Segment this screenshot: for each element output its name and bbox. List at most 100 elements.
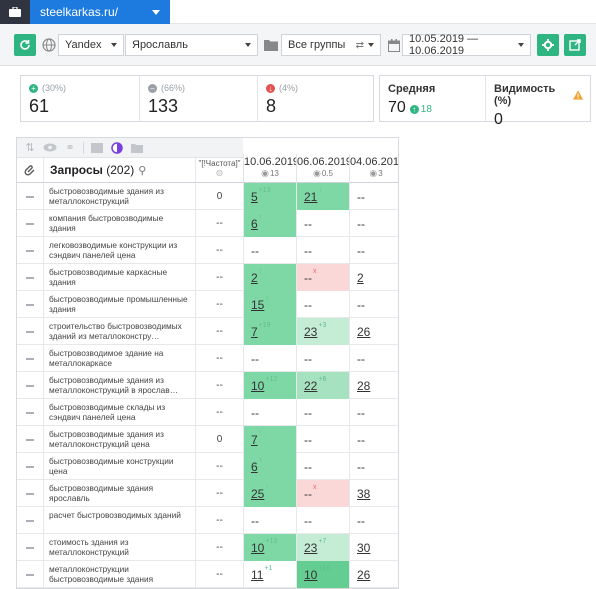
- link-icon[interactable]: ⚭: [65, 142, 75, 154]
- minus-icon: [26, 573, 34, 576]
- query-text[interactable]: быстровозводимые здания ярославль: [43, 480, 195, 507]
- row-handle[interactable]: [17, 237, 43, 264]
- table-row: быстровозводимые здания ярославль -- 25 ↑ --…: [17, 480, 398, 507]
- date-column-header[interactable]: 04.06.2019◉3: [349, 154, 398, 183]
- position-cell[interactable]: 10 +12: [243, 372, 296, 399]
- position-cell[interactable]: 26: [349, 318, 398, 345]
- position-cell: --: [243, 345, 296, 372]
- refresh-button[interactable]: [14, 34, 36, 56]
- position-delta: x: [313, 268, 317, 275]
- settings-button[interactable]: [537, 34, 559, 56]
- folder-icon[interactable]: [130, 141, 144, 155]
- position-cell[interactable]: 22 +6: [296, 372, 349, 399]
- position-cell[interactable]: 6 ↑: [243, 453, 296, 480]
- sort-icon[interactable]: ⇅: [25, 142, 35, 154]
- position-cell[interactable]: 28: [349, 372, 398, 399]
- position-cell[interactable]: 38: [349, 480, 398, 507]
- arrow-up-icon: ↑: [409, 105, 419, 114]
- row-handle[interactable]: [17, 453, 43, 480]
- query-text[interactable]: быстровозводимое здание на металлокаркас…: [43, 345, 195, 372]
- date-range-label: 10.05.2019 — 10.06.2019: [409, 33, 479, 57]
- home-button[interactable]: [0, 0, 30, 24]
- position-cell[interactable]: 30: [349, 534, 398, 561]
- position-cell[interactable]: 21 ↑: [296, 183, 349, 210]
- date-column-header[interactable]: 10.06.2019 ◉ 13: [243, 154, 299, 183]
- eye-icon[interactable]: [43, 141, 57, 155]
- query-text[interactable]: быстровозводимые промышленные здания: [43, 291, 195, 318]
- contrast-icon[interactable]: [110, 141, 124, 155]
- position-value: 22: [304, 378, 318, 393]
- search-icon[interactable]: ⚲: [138, 164, 147, 177]
- position-cell[interactable]: 26: [349, 561, 398, 588]
- row-handle[interactable]: [17, 480, 43, 507]
- row-handle[interactable]: [17, 507, 43, 534]
- query-text[interactable]: строительство быстровозводимых зданий из…: [43, 318, 195, 345]
- top-bar: steelkarkas.ru/: [0, 0, 596, 24]
- image-icon[interactable]: [90, 141, 104, 155]
- row-handle[interactable]: [17, 291, 43, 318]
- position-cell[interactable]: 10 +16: [296, 561, 349, 588]
- position-cell[interactable]: 15 ↑: [243, 291, 296, 318]
- date-column-header[interactable]: 06.06.2019 ◉ 0.5: [296, 154, 352, 183]
- row-handle[interactable]: [17, 561, 43, 588]
- row-handle[interactable]: [17, 210, 43, 237]
- query-text[interactable]: быстровозводимые здания из металлоконстр…: [43, 372, 195, 399]
- row-handle[interactable]: [17, 264, 43, 291]
- position-cell[interactable]: 5 +13: [243, 183, 296, 210]
- region-select[interactable]: Ярославль: [125, 34, 258, 56]
- position-value: 26: [357, 324, 371, 339]
- row-handle[interactable]: [17, 372, 43, 399]
- row-handle[interactable]: [17, 318, 43, 345]
- minus-icon: [26, 195, 34, 198]
- chevron-down-icon: [245, 43, 251, 47]
- frequency-column-header[interactable]: "[!Частота]" ◍: [195, 158, 243, 183]
- search-engine-select[interactable]: Yandex: [58, 34, 124, 56]
- queries-column-header[interactable]: Запросы (202) ⚲: [43, 158, 195, 183]
- position-cell[interactable]: 2 ↑: [243, 264, 296, 291]
- query-text[interactable]: быстровозводимые каркасные здания: [43, 264, 195, 291]
- minus-icon: [26, 438, 34, 441]
- groups-select[interactable]: Все группы ⇄: [281, 34, 381, 56]
- position-cell[interactable]: 11 +1: [243, 561, 296, 588]
- stat-improved: + (30%) 61: [21, 76, 139, 121]
- position-cell[interactable]: 7 ↑: [243, 426, 296, 453]
- position-cell: --: [349, 210, 398, 237]
- date-sub-value: 13: [269, 169, 279, 178]
- google-badge-icon: ◉: [261, 168, 269, 178]
- row-handle[interactable]: [17, 183, 43, 210]
- position-cell[interactable]: 23 +7: [296, 534, 349, 561]
- position-cell[interactable]: 2: [349, 264, 398, 291]
- paperclip-icon: [24, 165, 35, 176]
- frequency-value: --: [195, 210, 243, 237]
- position-cell[interactable]: 23 +3: [296, 318, 349, 345]
- position-cell: --: [349, 291, 398, 318]
- row-handle[interactable]: [17, 345, 43, 372]
- frequency-value: --: [195, 534, 243, 561]
- position-cell[interactable]: 7 +19: [243, 318, 296, 345]
- site-select[interactable]: steelkarkas.ru/: [30, 0, 170, 24]
- query-text[interactable]: быстровозводимые здания из металлоконстр…: [43, 426, 195, 453]
- table-row: компания быстровозводимые здания -- 6 ↑ -- --: [17, 210, 398, 237]
- frequency-value: --: [195, 291, 243, 318]
- position-cell: --: [296, 291, 349, 318]
- query-text[interactable]: быстровозводимые здания из металлоконстр…: [43, 183, 195, 210]
- query-text[interactable]: компания быстровозводимые здания: [43, 210, 195, 237]
- query-text[interactable]: стоимость здания из металлоконструкций: [43, 534, 195, 561]
- position-cell: --: [349, 345, 398, 372]
- row-handle[interactable]: [17, 534, 43, 561]
- table-row: быстровозводимые склады из сэндвич панел…: [17, 399, 398, 426]
- query-text[interactable]: быстровозводимые конструкции цена: [43, 453, 195, 480]
- query-text[interactable]: быстровозводимые склады из сэндвич панел…: [43, 399, 195, 426]
- export-button[interactable]: [564, 34, 586, 56]
- query-text[interactable]: расчет быстровозводимых зданий: [43, 507, 195, 534]
- row-handle[interactable]: [17, 426, 43, 453]
- position-cell[interactable]: 25 ↑: [243, 480, 296, 507]
- position-cell[interactable]: 10 +13: [243, 534, 296, 561]
- position-delta: ↑: [258, 268, 263, 275]
- query-text[interactable]: металлоконструкции быстровозводимые здан…: [43, 561, 195, 588]
- position-delta: +19: [258, 322, 271, 329]
- query-text[interactable]: легковозводимые конструкции из сэндвич п…: [43, 237, 195, 264]
- row-handle[interactable]: [17, 399, 43, 426]
- position-cell[interactable]: 6 ↑: [243, 210, 296, 237]
- date-range-select[interactable]: 10.05.2019 — 10.06.2019: [402, 33, 531, 57]
